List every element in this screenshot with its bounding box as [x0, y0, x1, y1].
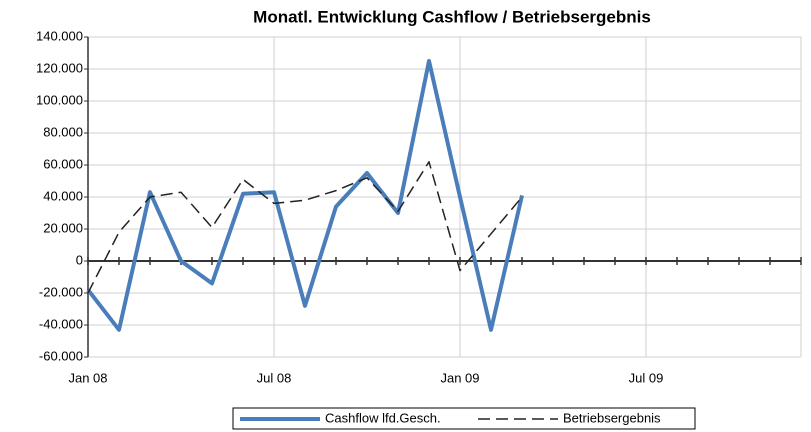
x-tick-label: Jul 09: [629, 370, 664, 385]
y-tick-label: 120.000: [36, 60, 83, 75]
y-tick-label: 60.000: [43, 156, 83, 171]
y-tick-label: 80.000: [43, 124, 83, 139]
legend: [232, 407, 696, 430]
series-line: [87, 161, 523, 294]
x-tick-label: Jan 09: [440, 370, 479, 385]
legend-label: Cashflow lfd.Gesch.: [325, 410, 441, 425]
chart-title: Monatl. Entwicklung Cashflow / Betriebse…: [253, 7, 651, 26]
y-tick-label: -60.000: [39, 348, 83, 363]
x-tick-label: Jul 08: [257, 370, 292, 385]
y-tick-label: 40.000: [43, 188, 83, 203]
series-line: [86, 59, 524, 332]
y-tick-label: -20.000: [39, 284, 83, 299]
x-tick-label: Jan 08: [68, 370, 107, 385]
y-tick-label: 100.000: [36, 92, 83, 107]
y-tick-label: -40.000: [39, 316, 83, 331]
y-tick-label: 140.000: [36, 28, 83, 43]
legend-label: Betriebsergebnis: [563, 410, 661, 425]
y-tick-label: 0: [76, 252, 83, 267]
y-tick-label: 20.000: [43, 220, 83, 235]
